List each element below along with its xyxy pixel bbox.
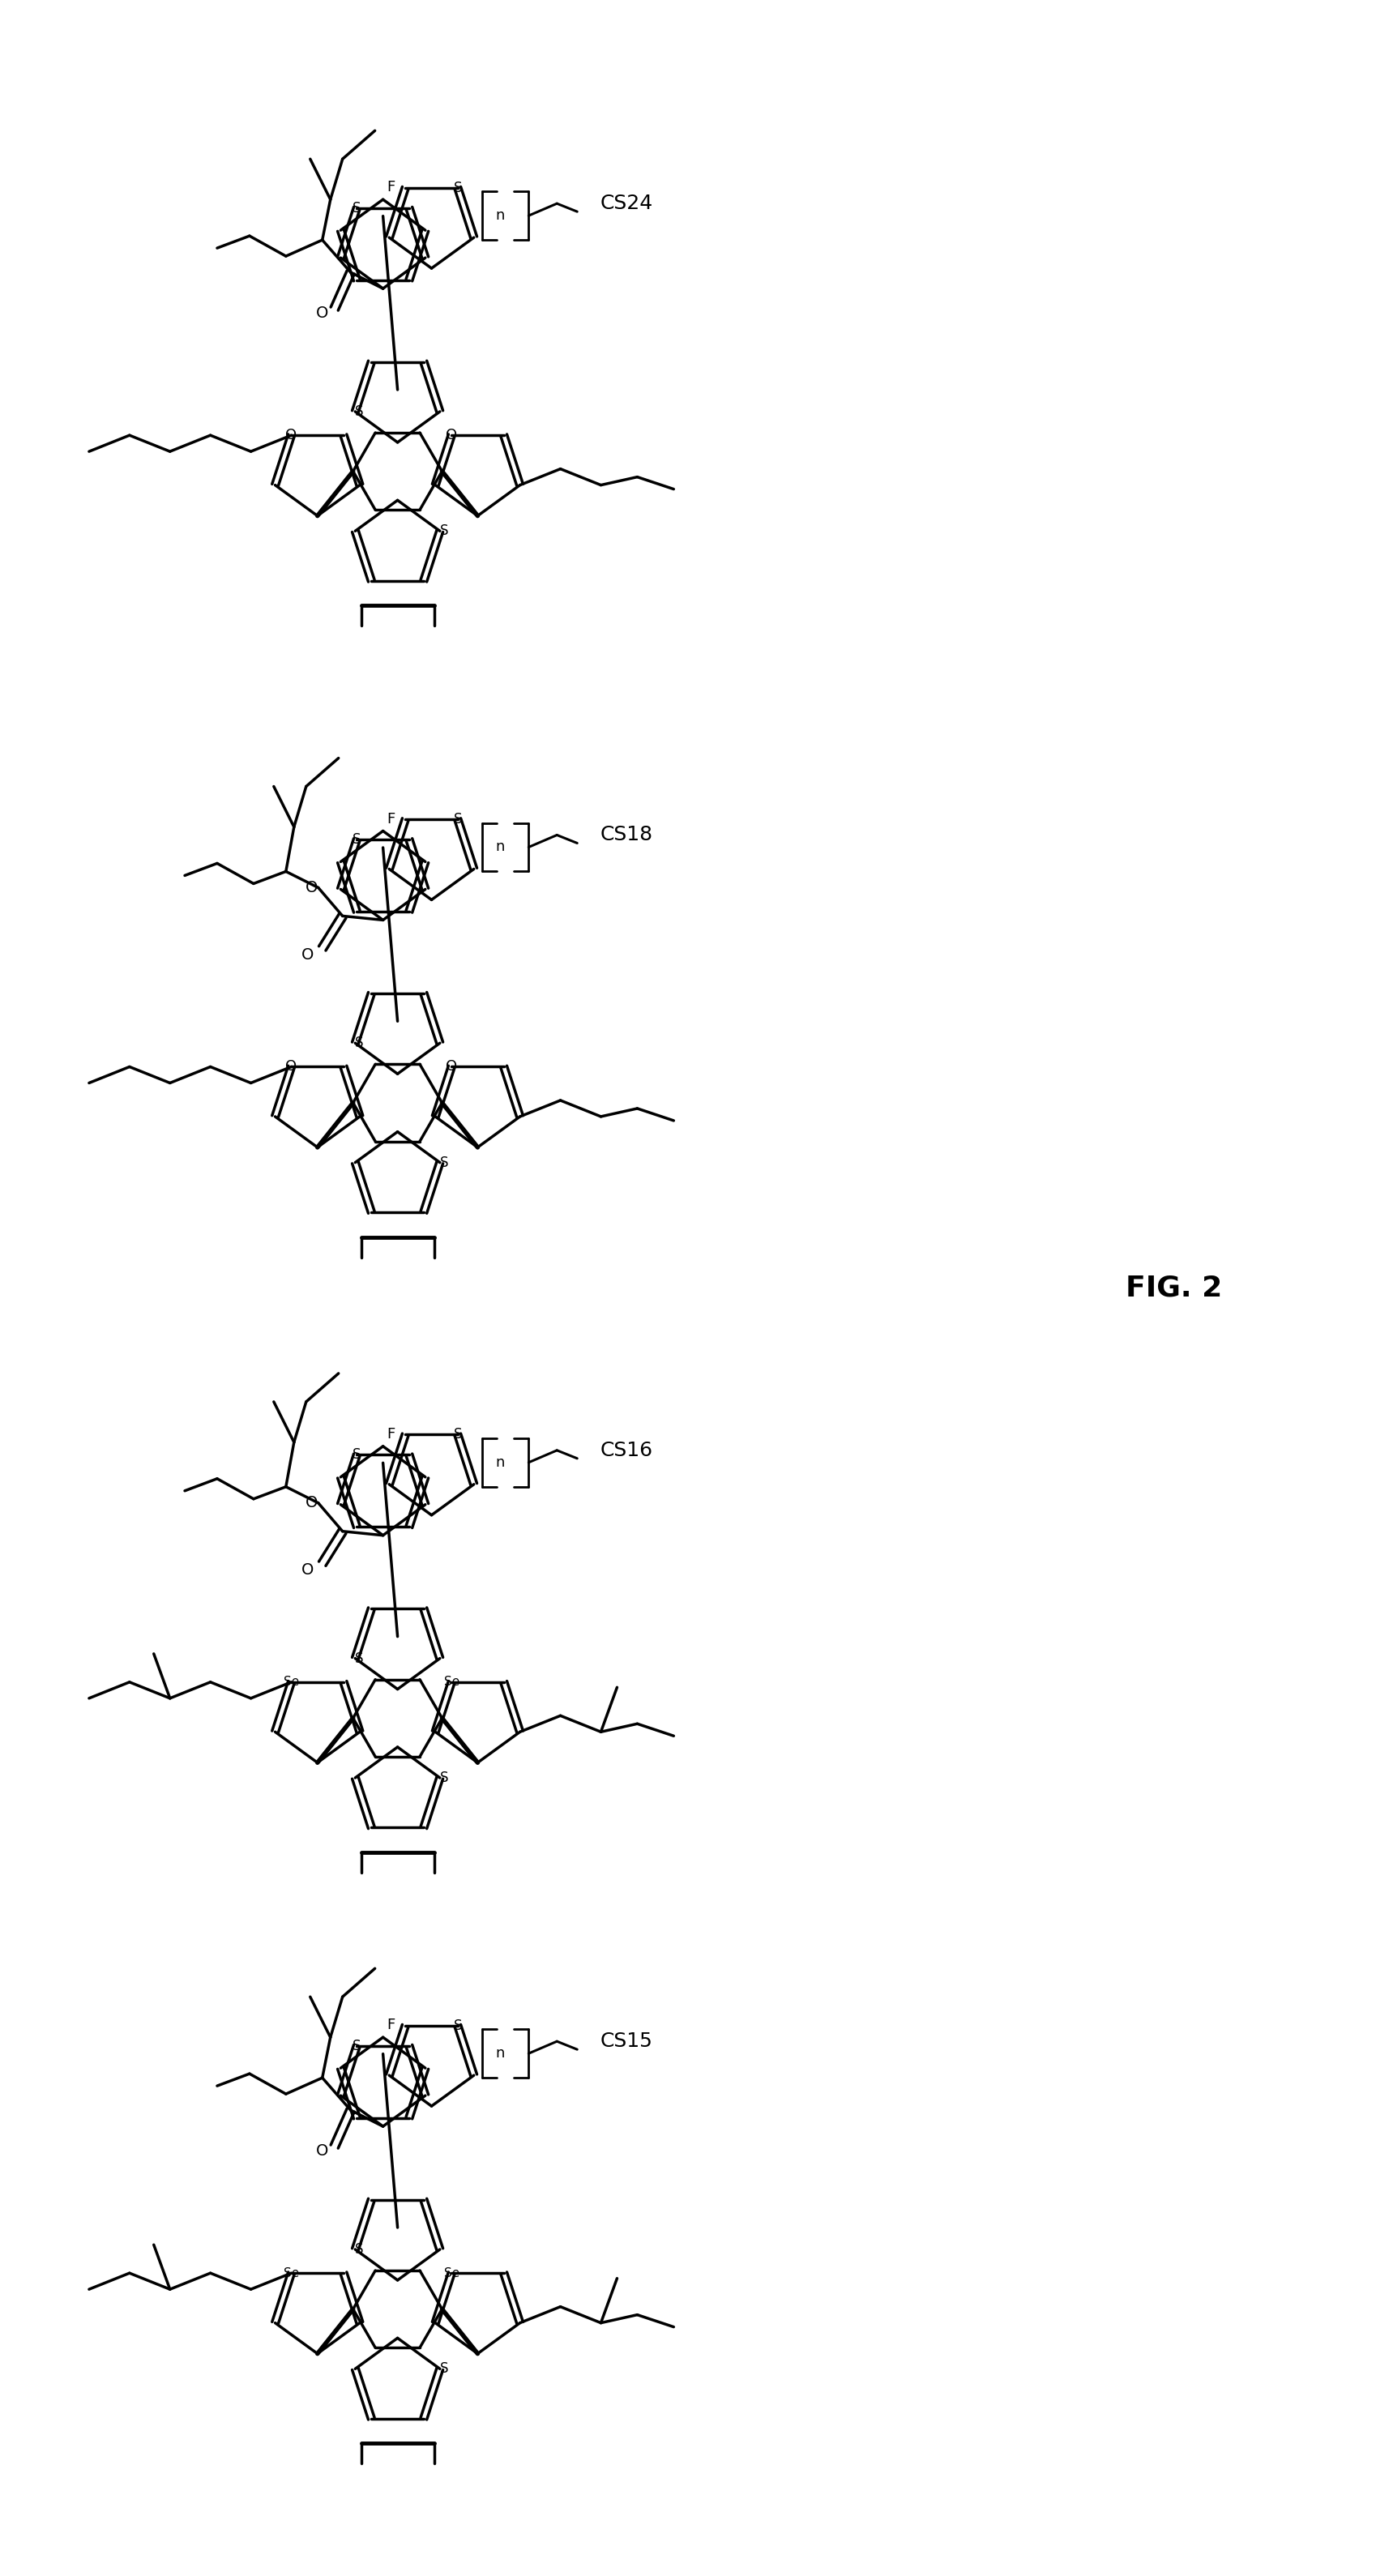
Text: Se: Se bbox=[283, 2267, 299, 2280]
Text: S: S bbox=[439, 1154, 449, 1170]
Text: S: S bbox=[439, 523, 449, 538]
Text: CS18: CS18 bbox=[600, 824, 652, 845]
Text: S: S bbox=[355, 1036, 363, 1051]
Text: S: S bbox=[352, 2038, 361, 2053]
Text: S: S bbox=[439, 1770, 449, 1785]
Text: S: S bbox=[453, 180, 462, 196]
Text: n: n bbox=[495, 1455, 505, 1471]
Text: F: F bbox=[387, 2017, 395, 2032]
Text: S: S bbox=[355, 2241, 363, 2257]
Text: CS16: CS16 bbox=[600, 1440, 652, 1461]
Text: O: O bbox=[305, 881, 318, 896]
Text: CS15: CS15 bbox=[600, 2032, 652, 2050]
Text: O: O bbox=[285, 1059, 297, 1074]
Text: FIG. 2: FIG. 2 bbox=[1126, 1275, 1222, 1303]
Text: O: O bbox=[446, 428, 457, 443]
Text: O: O bbox=[316, 2143, 329, 2159]
Text: Se: Se bbox=[283, 1677, 299, 1687]
Text: O: O bbox=[305, 1494, 318, 1510]
Text: n: n bbox=[495, 840, 505, 855]
Text: F: F bbox=[387, 1427, 395, 1443]
Text: Se: Se bbox=[443, 2267, 460, 2280]
Text: n: n bbox=[495, 209, 505, 224]
Text: F: F bbox=[387, 811, 395, 827]
Text: S: S bbox=[352, 1448, 361, 1463]
Text: S: S bbox=[453, 1427, 462, 1443]
Text: O: O bbox=[301, 1564, 314, 1579]
Text: O: O bbox=[285, 428, 297, 443]
Text: S: S bbox=[352, 832, 361, 848]
Text: n: n bbox=[495, 2045, 505, 2061]
Text: O: O bbox=[446, 1059, 457, 1074]
Text: S: S bbox=[352, 201, 361, 216]
Text: O: O bbox=[316, 304, 329, 319]
Text: S: S bbox=[453, 2017, 462, 2032]
Text: S: S bbox=[355, 1651, 363, 1667]
Text: Se: Se bbox=[443, 1677, 460, 1687]
Text: S: S bbox=[355, 404, 363, 420]
Text: CS24: CS24 bbox=[600, 193, 652, 214]
Text: S: S bbox=[439, 2362, 449, 2375]
Text: F: F bbox=[387, 180, 395, 196]
Text: S: S bbox=[453, 811, 462, 827]
Text: O: O bbox=[301, 948, 314, 963]
